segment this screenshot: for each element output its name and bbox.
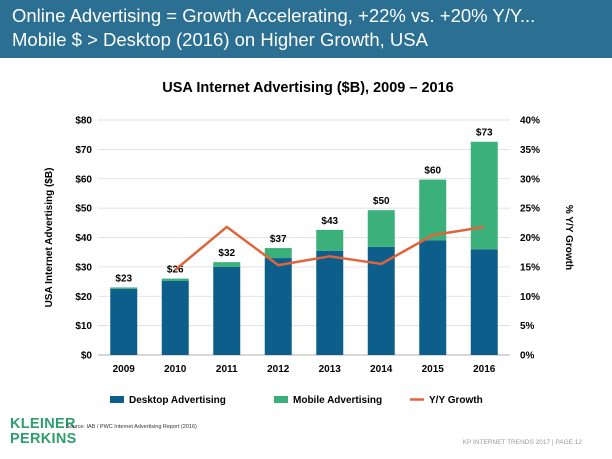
- y-tick-label: $50: [75, 204, 92, 215]
- y2-tick-label: 30%: [520, 174, 540, 185]
- y-tick-label: $30: [75, 262, 92, 273]
- bar-mobile: [264, 248, 292, 259]
- header-title-line-2: Mobile $ > Desktop (2016) on Higher Grow…: [12, 29, 428, 50]
- bar-desktop: [264, 258, 292, 355]
- bar-total-label: $32: [218, 248, 235, 259]
- logo-line-1: KLEINER: [10, 416, 76, 432]
- y2-tick-label: 40%: [520, 116, 540, 127]
- bar-total-label: $60: [424, 166, 441, 177]
- bar-desktop: [419, 240, 447, 355]
- x-tick-label: 2015: [422, 364, 445, 375]
- bar-mobile: [316, 229, 344, 251]
- legend-mobile-swatch: [274, 396, 288, 403]
- legend-desktop-swatch: [110, 396, 124, 403]
- x-tick-label: 2012: [267, 364, 290, 375]
- x-tick-label: 2009: [113, 364, 136, 375]
- y2-tick-label: 20%: [520, 233, 540, 244]
- line-yy-growth: [174, 225, 485, 271]
- kleiner-perkins-logo: KLEINER PERKINS: [10, 417, 77, 447]
- legend-desktop-label: Desktop Advertising: [129, 395, 226, 406]
- y-tick-label: $70: [75, 145, 92, 156]
- x-tick-label: 2016: [473, 364, 496, 375]
- header-title-line-1: Online Advertising = Growth Accelerating…: [12, 5, 536, 26]
- bar-mobile: [213, 262, 241, 267]
- bar-total-label: $43: [321, 216, 338, 227]
- y-tick-label: $80: [75, 116, 92, 127]
- y2-tick-label: 10%: [520, 292, 540, 303]
- y2-tick-label: 15%: [520, 262, 540, 273]
- logo-line-2: PERKINS: [10, 431, 77, 447]
- y2-tick-label: 25%: [520, 204, 540, 215]
- bar-mobile: [110, 287, 138, 289]
- bar-mobile: [470, 141, 498, 250]
- source-note: Source: IAB / PWC Internet Advertising R…: [66, 424, 197, 430]
- chart: USA Internet Advertising ($B), 2009 – 20…: [44, 80, 574, 406]
- x-tick-label: 2014: [370, 364, 393, 375]
- y-tick-label: $60: [75, 174, 92, 185]
- y2-tick-label: 0%: [520, 351, 535, 362]
- y-tick-label: $10: [75, 321, 92, 332]
- y2-tick-label: 35%: [520, 145, 540, 156]
- page-footer: KP INTERNET TRENDS 2017 | PAGE 12: [462, 439, 582, 446]
- legend-mobile-label: Mobile Advertising: [293, 395, 382, 406]
- y-tick-label: $40: [75, 233, 92, 244]
- bar-total-label: $50: [373, 196, 390, 207]
- bar-total-label: $23: [115, 273, 132, 284]
- y-axis-title: USA Internet Advertising ($B): [44, 168, 55, 308]
- x-tick-label: 2010: [164, 364, 187, 375]
- bar-desktop: [110, 288, 138, 355]
- y2-tick-label: 5%: [520, 321, 535, 332]
- bar-desktop: [316, 250, 344, 355]
- bar-mobile: [367, 210, 395, 247]
- bar-total-label: $73: [476, 128, 493, 139]
- legend-growth-label: Y/Y Growth: [429, 395, 483, 406]
- bar-mobile: [161, 278, 189, 281]
- bar-desktop: [470, 249, 498, 355]
- x-tick-label: 2013: [319, 364, 342, 375]
- header-banner: Online Advertising = Growth Accelerating…: [0, 0, 612, 58]
- bar-total-label: $37: [270, 234, 287, 245]
- chart-title: USA Internet Advertising ($B), 2009 – 20…: [162, 80, 453, 96]
- bar-desktop: [213, 266, 241, 355]
- y-tick-label: $0: [81, 351, 93, 362]
- bar-mobile: [419, 179, 447, 241]
- y-tick-label: $20: [75, 292, 92, 303]
- x-tick-label: 2011: [216, 364, 238, 375]
- y2-axis-title: % Y/Y Growth: [563, 205, 574, 270]
- bar-desktop: [161, 280, 189, 355]
- bar-total-label: $26: [167, 265, 184, 276]
